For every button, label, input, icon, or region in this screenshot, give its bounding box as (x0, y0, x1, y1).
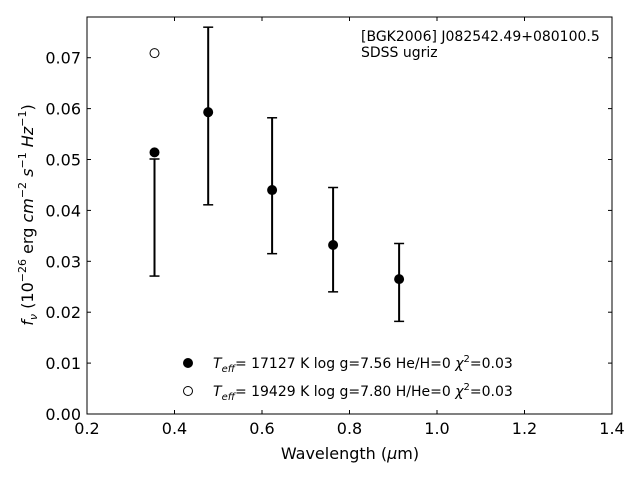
x-tick-label: 1.2 (512, 419, 537, 438)
annotation-line2: SDSS ugriz (361, 45, 438, 61)
y-tick-label: 0.06 (45, 100, 81, 119)
y-tick-label: 0.04 (45, 201, 81, 220)
plot-frame (86, 16, 613, 415)
legend-marker (183, 358, 193, 368)
x-tick-label: 0.8 (337, 419, 362, 438)
filled-marker (394, 274, 405, 285)
error-bars (149, 26, 405, 323)
filled-marker (267, 185, 278, 196)
filled-marker (149, 147, 160, 158)
annotation-line1: [BGK2006] J082542.49+080100.5 (361, 29, 600, 45)
y-tick-label: 0.07 (45, 49, 81, 68)
y-tick-label: 0.00 (45, 405, 81, 424)
filled-marker (203, 107, 214, 118)
svg-text:fν (10−26 erg cm−2 s−1 Hz−1): fν (10−26 erg cm−2 s−1 Hz−1) (16, 104, 40, 325)
y-tick-label: 0.01 (45, 354, 81, 373)
legend-entry: Teff= 17127 K log g=7.56 He/H=0 χ2=0.03 (213, 354, 513, 375)
legend-marker (183, 386, 193, 396)
markers (149, 48, 405, 285)
y-tick-label: 0.03 (45, 252, 81, 271)
x-axis-label: Wavelength (μm) (281, 444, 419, 463)
y-tick-label: 0.05 (45, 151, 81, 170)
legend-entry: Teff= 19429 K log g=7.80 H/He=0 χ2=0.03 (213, 382, 513, 403)
legend: Teff= 17127 K log g=7.56 He/H=0 χ2=0.03 T… (183, 354, 513, 403)
y-tick-label: 0.02 (45, 303, 81, 322)
ticks: 0.2 0.4 0.6 0.8 1.0 1.2 1.4 0.00 0.01 0.02 0.03 0.0… (45, 17, 625, 438)
filled-marker (328, 240, 339, 251)
y-axis-label: fν (10−26 erg cm−2 s−1 Hz−1) (16, 104, 40, 325)
x-tick-label: 0.4 (162, 419, 187, 438)
x-tick-label: 1.4 (599, 419, 624, 438)
open-marker (149, 48, 160, 59)
x-tick-label: 0.6 (249, 419, 274, 438)
x-tick-label: 0.2 (74, 419, 99, 438)
x-tick-label: 1.0 (424, 419, 449, 438)
